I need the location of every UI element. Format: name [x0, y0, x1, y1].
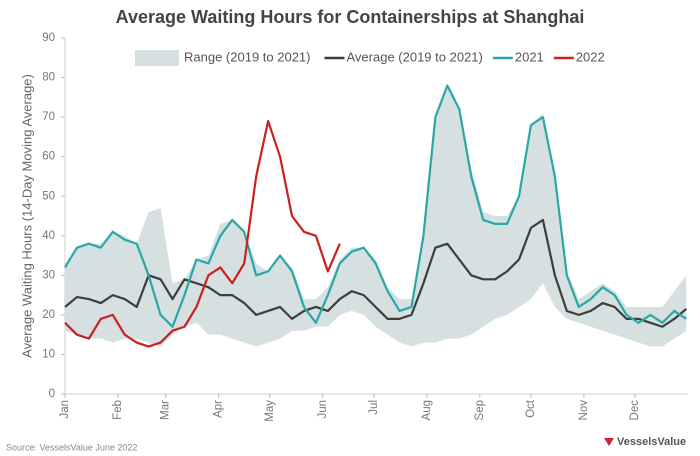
x-tick-label: Mar: [160, 400, 172, 420]
legend-label: 2022: [576, 49, 605, 64]
x-tick-label: May: [264, 400, 276, 422]
logo: VesselsValue: [604, 436, 686, 448]
x-tick-label: Sep: [474, 400, 486, 420]
series-line: [64, 84, 687, 328]
legend-label: Range (2019 to 2021): [184, 49, 310, 64]
y-tick-label: 90: [42, 32, 55, 44]
y-tick-label: 60: [42, 151, 55, 163]
series-line: [64, 218, 687, 328]
x-tick-label: Oct: [525, 399, 537, 418]
logo-icon: [604, 438, 614, 446]
x-tick-label: Aug: [421, 400, 433, 420]
y-tick-label: 20: [42, 309, 55, 321]
source-note: Source: VesselsValue June 2022: [6, 442, 137, 452]
x-tick-label: Feb: [112, 400, 124, 420]
series-line: [64, 119, 341, 348]
chart-title: Average Waiting Hours for Containerships…: [116, 7, 585, 27]
x-tick-label: Apr: [213, 400, 225, 418]
legend-swatch: [135, 50, 179, 66]
range-area: [65, 85, 687, 347]
y-axis-title: Average Waiting Hours (14-Day Moving Ave…: [19, 74, 34, 358]
x-tick-label: Jan: [59, 400, 71, 419]
logo-text: VesselsValue: [617, 436, 686, 448]
x-tick-label: Jul: [368, 400, 380, 415]
y-tick-label: 40: [42, 230, 55, 242]
x-tick-label: Dec: [629, 400, 641, 421]
legend-label: Average (2019 to 2021): [346, 49, 482, 64]
y-tick-label: 70: [42, 111, 55, 123]
y-tick-label: 10: [42, 348, 55, 360]
y-tick-label: 80: [42, 72, 55, 84]
legend-label: 2021: [515, 49, 544, 64]
y-tick-label: 0: [49, 388, 55, 400]
y-tick-label: 50: [42, 190, 55, 202]
y-tick-label: 30: [42, 269, 55, 281]
x-tick-label: Nov: [578, 400, 590, 421]
x-tick-label: Jun: [317, 400, 329, 419]
